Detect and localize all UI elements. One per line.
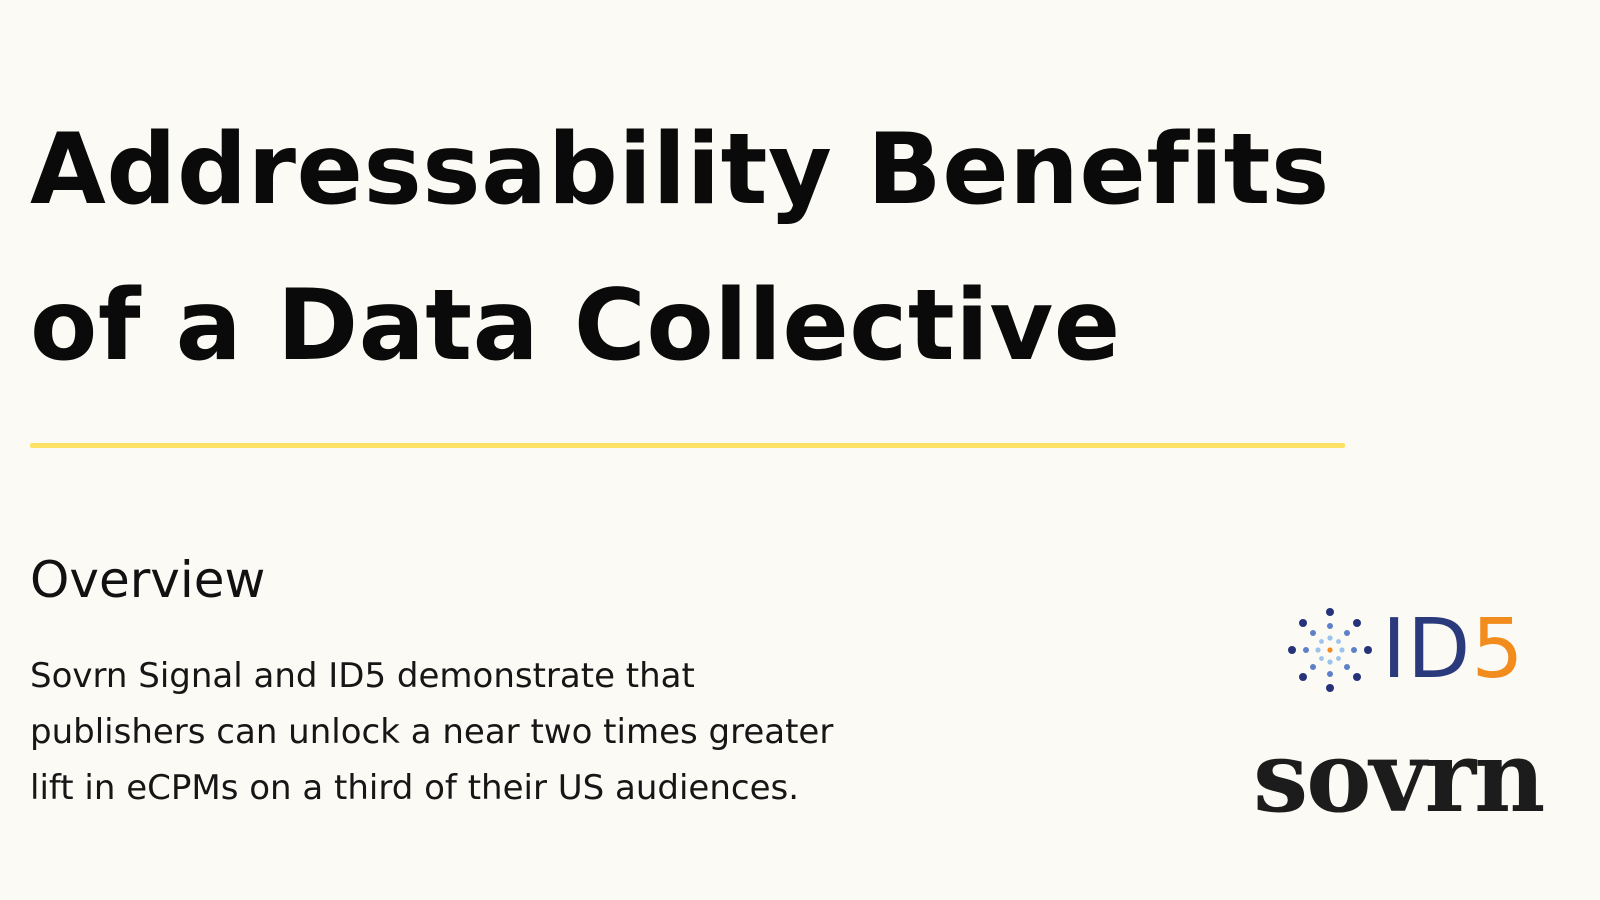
sovrn-logo: sovrn bbox=[1253, 720, 1545, 835]
id5-wordmark: ID5 bbox=[1382, 604, 1525, 696]
overview-line-1: Sovrn Signal and ID5 demonstrate that bbox=[30, 656, 695, 696]
page-title-line-2: of a Data Collective bbox=[30, 269, 1121, 383]
id5-starburst-icon bbox=[1288, 608, 1372, 692]
page-title-line-1: Addressability Benefits bbox=[30, 113, 1330, 227]
page-title: Addressability Benefits of a Data Collec… bbox=[30, 92, 1430, 404]
overview-heading: Overview bbox=[30, 551, 266, 609]
overview-text: Sovrn Signal and ID5 demonstrate that pu… bbox=[30, 648, 930, 816]
divider bbox=[30, 443, 1345, 448]
id5-wordmark-suffix: 5 bbox=[1471, 602, 1525, 697]
overview-line-2: publishers can unlock a near two times g… bbox=[30, 712, 834, 752]
id5-wordmark-prefix: ID bbox=[1382, 602, 1472, 697]
id5-logo: ID5 bbox=[1284, 604, 1544, 696]
overview-line-3: lift in eCPMs on a third of their US aud… bbox=[30, 768, 800, 808]
